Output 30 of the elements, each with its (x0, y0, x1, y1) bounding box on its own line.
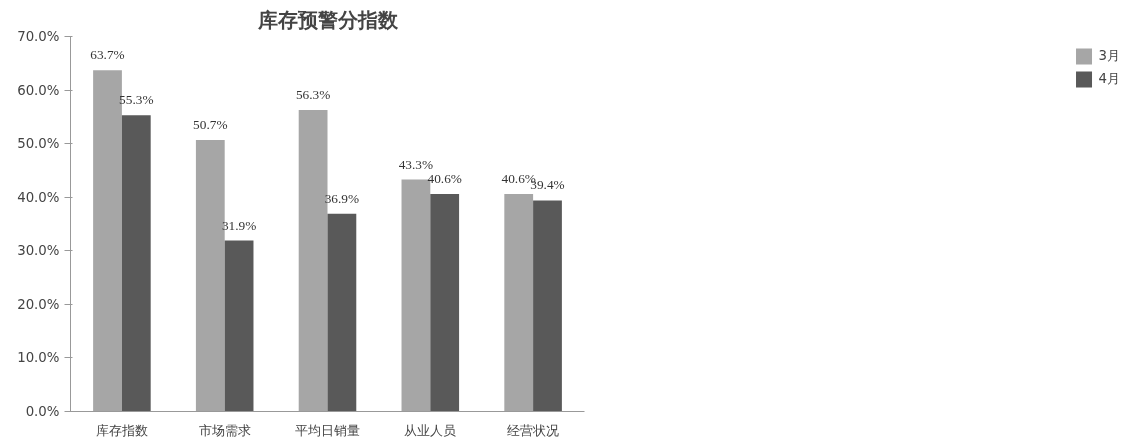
x-tick-label: 从业人员 (404, 422, 457, 438)
legend-label: 4月 (1098, 70, 1120, 88)
data-label: 50.7% (193, 116, 228, 132)
bar (533, 200, 562, 412)
data-label: 36.9% (324, 190, 360, 206)
bar (121, 115, 151, 412)
bar (327, 213, 357, 412)
bar (504, 194, 534, 412)
data-label: 40.6% (427, 171, 462, 186)
y-tick-label: 50.0% (17, 136, 60, 152)
data-label: 43.3% (398, 156, 434, 172)
y-tick-label: 40.0% (17, 189, 60, 205)
y-tick-label: 30.0% (17, 243, 60, 259)
data-label: 56.3% (295, 86, 331, 102)
data-label: 55.3% (119, 92, 154, 108)
x-tick-label: 平均日销量 (295, 422, 360, 438)
bar (430, 194, 460, 412)
x-tick-label: 经营状况 (507, 422, 560, 438)
x-tick-label: 市场需求 (198, 422, 251, 438)
data-label: 31.9% (221, 217, 257, 233)
y-tick-label: 10.0% (17, 350, 60, 366)
y-tick-label: 60.0% (17, 82, 60, 98)
y-tick-label: 0.0% (25, 404, 60, 419)
data-label: 63.7% (90, 47, 125, 63)
x-tick-label: 库存指数 (95, 422, 148, 438)
bar (224, 240, 254, 412)
y-tick-label: 70.0% (17, 29, 60, 44)
legend-label: 3月 (1098, 47, 1120, 65)
chart-title: 库存预警分指数 (256, 7, 399, 32)
y-tick-label: 20.0% (17, 296, 60, 312)
